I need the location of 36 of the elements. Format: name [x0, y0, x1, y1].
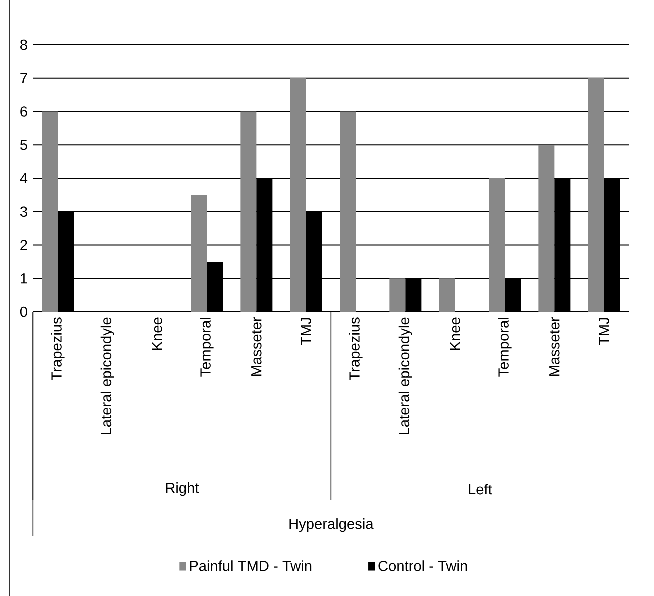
- x-tick-label: Masseter: [550, 317, 560, 376]
- x-tick-label: Knee: [450, 318, 460, 350]
- y-tick-label: 5: [20, 140, 28, 150]
- text: Right: [166, 482, 200, 496]
- text: Hyperalgesia: [290, 518, 374, 532]
- bar: [538, 145, 555, 312]
- y-tick-label: 4: [20, 173, 28, 184]
- y-tick-label: 1: [21, 274, 28, 284]
- x-tick-label: Lateral epicondyle: [398, 318, 412, 435]
- bar: [588, 78, 604, 312]
- x-tick-label: Masseter: [252, 317, 262, 376]
- bar: [340, 112, 356, 312]
- bar: [240, 112, 257, 312]
- bar: [42, 112, 58, 312]
- y-tick-label: 2: [20, 240, 28, 250]
- bar: [191, 195, 207, 312]
- legend-label: Painful TMD - Twin: [190, 560, 312, 572]
- x-tick-label: TMJ: [599, 318, 610, 346]
- y-tick-label: 7: [20, 73, 28, 84]
- y-tick-label: 0: [20, 306, 28, 318]
- legend-label: Control - Twin: [378, 560, 468, 572]
- bar: [439, 278, 456, 312]
- y-tick-label: 6: [20, 106, 28, 117]
- x-tick-label: Knee: [152, 318, 162, 350]
- y-tick-label: 8: [20, 40, 28, 50]
- x-tick-label: Lateral epicondyle: [100, 318, 114, 435]
- x-tick-label: Trapezius: [51, 318, 65, 380]
- x-tick-label: Trapezius: [349, 318, 363, 380]
- x-tick-label: TMJ: [301, 318, 312, 346]
- bar: [489, 178, 506, 312]
- text: Left: [469, 484, 492, 495]
- x-tick-label: Temporal: [498, 318, 512, 377]
- y-tick-label: 3: [20, 206, 28, 218]
- bar: [390, 278, 406, 312]
- x-tick-label: Temporal: [200, 318, 214, 377]
- bar: [290, 78, 306, 312]
